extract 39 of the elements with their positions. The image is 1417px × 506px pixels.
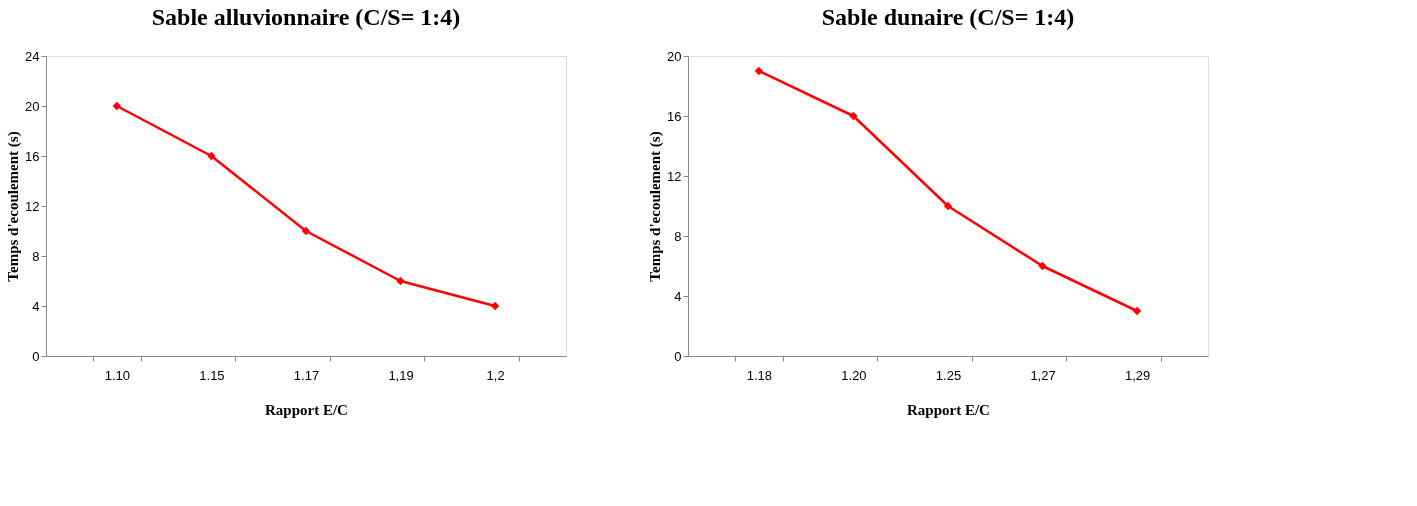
x-tick-label: 1.25 bbox=[935, 367, 962, 383]
x-axis-title: Rapport E/C bbox=[265, 401, 348, 418]
point bbox=[1038, 261, 1047, 271]
x-tick-label: 1.15 bbox=[199, 367, 225, 383]
y-tick-label: 24 bbox=[25, 48, 40, 64]
y-tick-label: 12 bbox=[667, 168, 682, 184]
point bbox=[301, 226, 311, 236]
x-tick-label: 1,27 bbox=[1030, 367, 1056, 383]
point bbox=[207, 151, 216, 161]
y-tick-label: 16 bbox=[667, 108, 682, 124]
x-axis-title: Rapport E/C bbox=[907, 401, 990, 418]
point bbox=[1132, 306, 1142, 316]
point bbox=[490, 301, 500, 311]
point bbox=[849, 111, 858, 121]
y-tick-label: 16 bbox=[25, 148, 40, 164]
x-tick-label: 1.10 bbox=[104, 367, 131, 383]
y-tick-label: 8 bbox=[674, 228, 682, 244]
y-tick-label: 20 bbox=[25, 98, 40, 114]
point bbox=[754, 66, 764, 76]
y-tick-label: 8 bbox=[32, 248, 40, 264]
point bbox=[112, 101, 122, 111]
x-tick-label: 1,2 bbox=[486, 367, 505, 383]
y-tick-label: 0 bbox=[674, 348, 682, 364]
y-axis-title: Temps d'ecoulement (s) bbox=[5, 131, 23, 282]
y-tick-label: 4 bbox=[674, 288, 682, 304]
y-tick-label: 0 bbox=[32, 348, 40, 364]
y-axis-title: Temps d'ecoulement (s) bbox=[647, 131, 665, 282]
x-tick-label: 1,29 bbox=[1124, 367, 1151, 383]
x-tick-label: 1.18 bbox=[746, 367, 773, 383]
x-tick-label: 1.17 bbox=[293, 367, 320, 383]
y-tick-label: 20 bbox=[667, 48, 682, 64]
y-tick-label: 12 bbox=[25, 198, 40, 214]
x-tick-label: 1,19 bbox=[388, 367, 414, 383]
point bbox=[943, 201, 953, 211]
x-tick-label: 1.20 bbox=[841, 367, 867, 383]
point bbox=[396, 276, 405, 286]
chart-title: Sable alluvionnaire (C/S= 1:4) bbox=[151, 4, 461, 30]
chart-title: Sable dunaire (C/S= 1:4) bbox=[821, 4, 1075, 30]
y-tick-label: 4 bbox=[32, 298, 40, 314]
